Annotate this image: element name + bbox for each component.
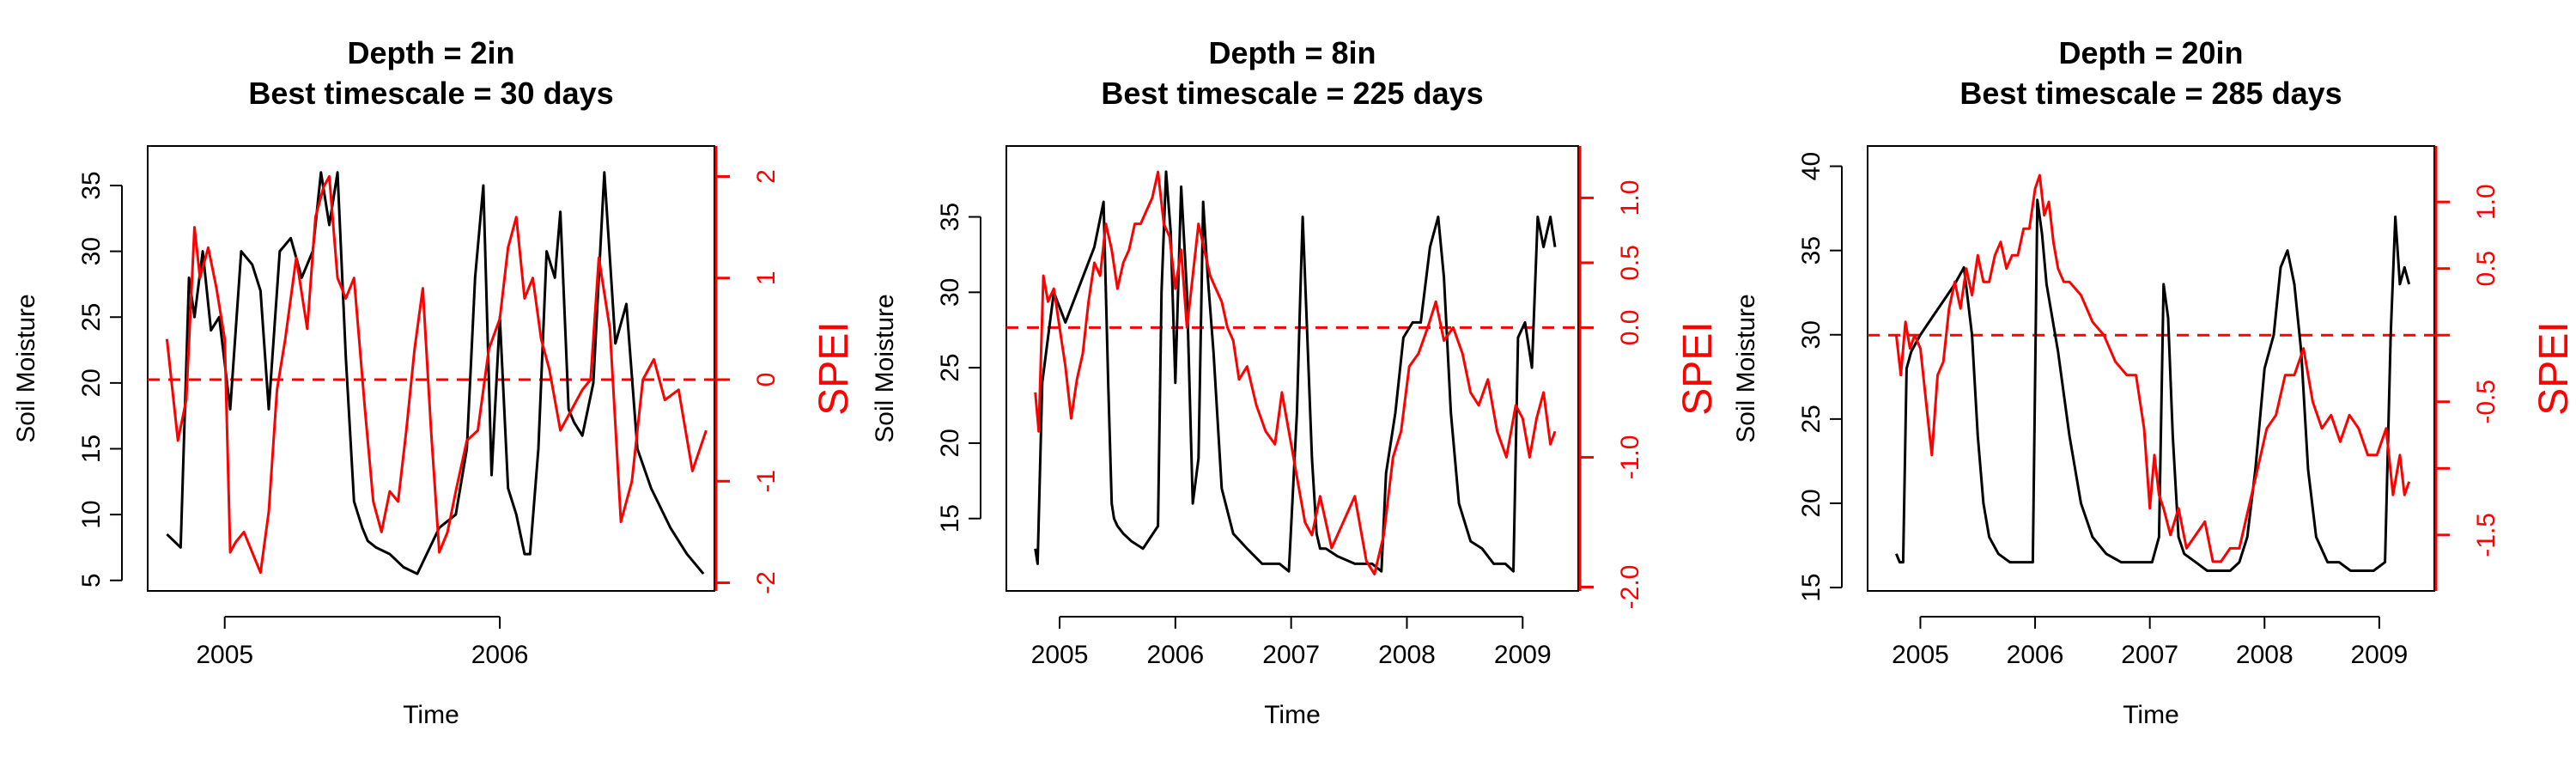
y-tick-label: 15 [936,504,964,533]
spei-series-line [1894,173,2411,563]
y-axis-label: Soil Moisture [871,294,899,442]
y2-tick-label: 2 [752,169,781,184]
x-axis-label: Time [1264,701,1321,729]
chart-title: Depth = 20in [2058,35,2243,70]
soil-moisture-series-line [166,171,705,575]
y-tick-label: 20 [77,368,106,397]
x-tick-label: 2007 [2121,641,2178,669]
y2-axis-label: SPEI [811,321,857,415]
x-tick-label: 2007 [1262,641,1320,669]
y2-tick-label: -0.5 [2472,380,2500,424]
chart-subtitle: Best timescale = 30 days [248,76,613,111]
x-axis-label: Time [2123,701,2179,729]
y2-axis-label: SPEI [2531,321,2576,415]
y2-tick-label: -2.0 [1616,565,1644,610]
y2-tick-label: 1 [752,271,781,285]
y-tick-label: 25 [936,353,964,381]
y-tick-label: 35 [936,203,964,231]
chart-subtitle: Best timescale = 225 days [1101,76,1483,111]
x-tick-label: 2006 [2007,641,2064,669]
y-tick-label: 30 [936,278,964,307]
y2-tick-label: 1.0 [1616,180,1644,216]
y2-tick-label: -2 [752,571,781,594]
chart-title: Depth = 8in [1208,35,1376,70]
y-tick-label: 25 [77,303,106,332]
x-tick-label: 2006 [1146,641,1204,669]
soil-moisture-series-line [1034,170,1557,573]
y-tick-label: 30 [77,237,106,265]
y-tick-label: 20 [936,429,964,457]
plot-frame [1867,145,2435,592]
y-tick-label: 15 [77,435,106,463]
chart-subtitle: Best timescale = 285 days [1959,76,2342,111]
y2-tick-label: 0.5 [1616,245,1644,281]
y2-tick-label: 0.5 [2472,251,2500,287]
y2-axis-label: SPEI [1675,321,1721,415]
y-tick-label: 20 [1797,489,1826,517]
y-axis-label: Soil Moisture [1732,294,1760,442]
y-tick-label: 30 [1797,320,1826,349]
x-tick-label: 2009 [1494,641,1552,669]
y-tick-label: 40 [1797,152,1826,180]
y-tick-label: 25 [1797,405,1826,433]
x-tick-label: 2005 [196,641,253,669]
y2-tick-label: -1.5 [2472,513,2500,557]
spei-series-line [165,175,708,575]
y-axis-label: Soil Moisture [12,294,40,442]
chart-title: Depth = 2in [347,35,514,70]
plot-frame [1005,145,1579,592]
y-tick-label: 10 [77,500,106,528]
y2-tick-label: 0.0 [1616,310,1644,346]
y-tick-label: 35 [77,171,106,199]
x-axis-label: Time [403,701,459,729]
x-tick-label: 2009 [2350,641,2408,669]
y-tick-label: 15 [1797,573,1826,601]
soil-moisture-series-line [1895,198,2411,572]
y2-tick-label: -1 [752,470,781,493]
spei-series-line [1034,170,1557,575]
x-tick-label: 2005 [1031,641,1089,669]
x-tick-label: 2008 [2236,641,2293,669]
x-tick-label: 2005 [1892,641,1949,669]
plot-frame [147,145,715,592]
y-tick-label: 35 [1797,236,1826,265]
y2-tick-label: 1.0 [2472,184,2500,220]
x-tick-label: 2008 [1378,641,1436,669]
chart-panel-2: Depth = 8in Best timescale = 225 days 2005… [871,35,1721,729]
x-tick-label: 2006 [471,641,529,669]
y2-tick-label: -1.0 [1616,435,1644,480]
y-tick-label: 5 [77,573,106,587]
y2-tick-label: 0 [752,373,781,387]
